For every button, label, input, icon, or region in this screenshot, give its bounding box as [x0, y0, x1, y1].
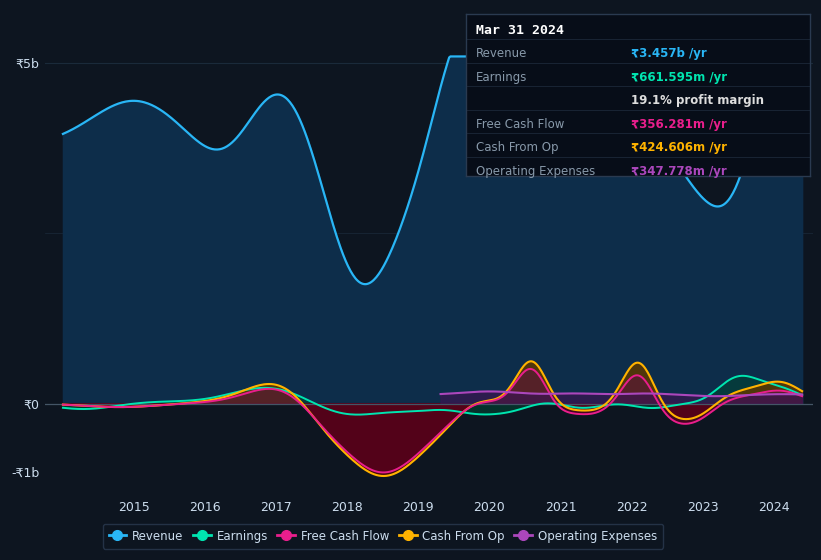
Text: Earnings: Earnings [476, 71, 527, 84]
Text: ₹347.778m /yr: ₹347.778m /yr [631, 165, 727, 178]
Legend: Revenue, Earnings, Free Cash Flow, Cash From Op, Operating Expenses: Revenue, Earnings, Free Cash Flow, Cash … [103, 524, 663, 549]
Text: ₹424.606m /yr: ₹424.606m /yr [631, 142, 727, 155]
Text: Revenue: Revenue [476, 47, 527, 60]
Text: ₹3.457b /yr: ₹3.457b /yr [631, 47, 707, 60]
Text: Free Cash Flow: Free Cash Flow [476, 118, 564, 131]
Text: Operating Expenses: Operating Expenses [476, 165, 595, 178]
Text: ₹356.281m /yr: ₹356.281m /yr [631, 118, 727, 131]
Text: Mar 31 2024: Mar 31 2024 [476, 24, 564, 37]
Text: ₹661.595m /yr: ₹661.595m /yr [631, 71, 727, 84]
Text: 19.1% profit margin: 19.1% profit margin [631, 95, 764, 108]
Text: Cash From Op: Cash From Op [476, 142, 558, 155]
